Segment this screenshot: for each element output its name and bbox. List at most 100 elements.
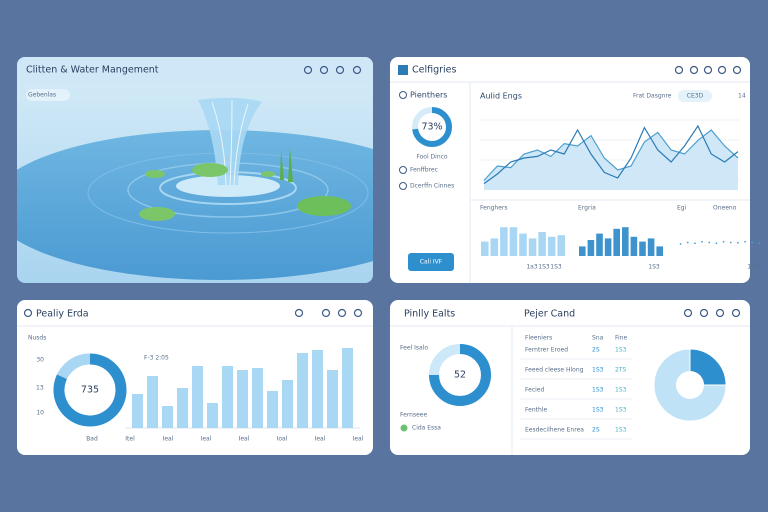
bar: [538, 232, 546, 256]
bar: [342, 348, 353, 428]
label: Sna: [592, 335, 604, 342]
bar: [282, 380, 293, 428]
header-icons: [674, 65, 742, 75]
point: [744, 240, 746, 243]
bar: [297, 353, 308, 428]
pie-slice: [653, 348, 727, 422]
legend-dot: [400, 424, 408, 432]
list-icons: [399, 91, 407, 190]
label: Cida Essa: [412, 425, 441, 432]
label: 73%: [421, 122, 442, 133]
bar: [267, 391, 278, 428]
point: [729, 241, 732, 244]
label: Pealiy Erda: [36, 309, 89, 320]
label: 13: [36, 385, 44, 392]
bar: [596, 233, 603, 256]
bar: [481, 241, 489, 256]
label: Ioal: [277, 436, 288, 443]
label: 1S3: [615, 387, 627, 394]
line: [483, 124, 739, 185]
label: Clitten & Water Mangement: [26, 65, 159, 76]
label: 2S: [592, 427, 600, 434]
label: 14: [738, 93, 746, 100]
label: 1S3: [747, 264, 759, 271]
bar: [222, 366, 233, 428]
label: Frat Dasgnre: [633, 93, 672, 100]
bar: [327, 370, 338, 428]
label: Ieal: [201, 436, 212, 443]
bar: [547, 236, 556, 256]
label: Gebenlas: [28, 92, 56, 99]
point: [751, 241, 754, 244]
label: 1S3: [615, 427, 627, 434]
label: Fenffbrec: [410, 167, 438, 174]
bar: [147, 376, 158, 428]
label: Fleeniers: [525, 335, 552, 342]
bar: [519, 233, 527, 256]
bar: [237, 370, 248, 428]
label: 1S3: [592, 367, 604, 374]
line: [483, 129, 739, 181]
point: [708, 241, 711, 244]
bar: [639, 241, 646, 256]
bar: [490, 238, 499, 256]
label: Bad: [86, 436, 98, 443]
bar: [177, 388, 188, 428]
label: Ergria: [578, 205, 596, 212]
point: [686, 241, 689, 244]
label: 1S3: [538, 264, 550, 271]
label: Pienthers: [410, 91, 447, 100]
bar: [604, 238, 612, 256]
bar: [207, 403, 218, 428]
label: Fenthle: [525, 407, 547, 414]
header-icons: [23, 308, 363, 318]
illustration: [17, 57, 373, 280]
bar: [509, 227, 518, 256]
bar: [587, 240, 595, 256]
label: Ieal: [163, 436, 174, 443]
panel: [390, 300, 750, 455]
bar: [647, 238, 655, 256]
label: 1S3: [592, 387, 604, 394]
chip[interactable]: [26, 89, 70, 101]
label: Feel Isalo: [400, 345, 428, 352]
label: Dcerffn Cinnes: [410, 183, 454, 190]
label: Nusds: [28, 335, 46, 342]
label: 1a3: [526, 264, 537, 271]
donut-arc: [53, 353, 127, 427]
point: [758, 242, 761, 245]
header-icons: [683, 308, 741, 318]
bar: [132, 394, 143, 428]
point: [701, 240, 703, 243]
button[interactable]: [408, 253, 454, 271]
label: Pinlly Ealts: [404, 309, 455, 320]
label: 2S: [592, 347, 600, 354]
label: Cali IVF: [420, 259, 443, 266]
bar: [252, 368, 263, 428]
bar: [500, 227, 508, 256]
label: Feeed cleese Hlong: [525, 367, 584, 374]
label: Pejer Cand: [524, 309, 575, 320]
chip[interactable]: [678, 90, 712, 102]
bar: [557, 235, 565, 256]
label: CE3D: [687, 93, 704, 100]
label: Itel: [125, 436, 135, 443]
label: 2TS: [615, 367, 626, 374]
label: 1S3: [550, 264, 562, 271]
pie-hole: [676, 371, 704, 399]
bar: [630, 236, 638, 256]
label: 30: [36, 357, 44, 364]
donut-arc: [429, 344, 491, 406]
label: Egi: [677, 205, 687, 212]
label: 735: [81, 385, 99, 396]
label: 1S3: [648, 264, 660, 271]
point: [737, 241, 739, 244]
point: [715, 242, 718, 245]
label: F-3 2:05: [144, 355, 169, 362]
label: Fool Dinco: [416, 154, 448, 161]
label: Ferntrer Eroed: [525, 347, 568, 354]
label: Ieal: [353, 436, 364, 443]
header-icons: [303, 65, 362, 75]
